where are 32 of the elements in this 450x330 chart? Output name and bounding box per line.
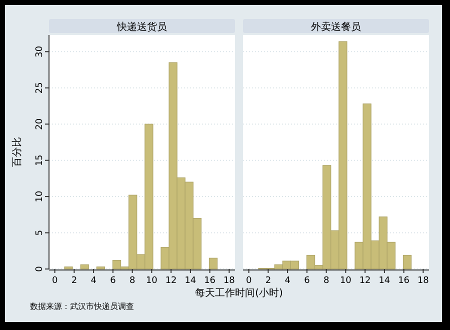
x-tick-label: 16: [204, 276, 216, 286]
chart-title: 快递送货员: [116, 21, 167, 33]
x-axis-title: 每天工作时间(小时): [195, 287, 283, 299]
y-tick-label: 15: [35, 154, 45, 166]
y-tick-label: 20: [35, 118, 45, 130]
x-tick-label: 10: [146, 276, 158, 286]
x-tick-label: 4: [90, 276, 97, 286]
y-tick-label: 5: [35, 230, 45, 236]
x-tick-label: 8: [323, 276, 330, 286]
x-tick-label: 4: [284, 276, 291, 286]
x-tick-label: 10: [340, 276, 352, 286]
x-tick-label: 6: [110, 276, 116, 286]
x-tick-label: 14: [184, 276, 196, 286]
x-tick-label: 14: [378, 276, 390, 286]
y-axis-title: 百分比: [11, 137, 23, 167]
x-tick-label: 6: [304, 276, 310, 286]
y-tick-label: 25: [35, 82, 45, 94]
y-tick-label: 0: [35, 266, 45, 272]
x-tick-label: 12: [165, 276, 177, 286]
y-tick-label: 30: [35, 46, 45, 58]
x-tick-label: 0: [52, 276, 58, 286]
x-tick-label: 18: [417, 276, 430, 286]
x-tick-label: 16: [398, 276, 410, 286]
x-tick-label: 12: [359, 276, 371, 286]
chart-title: 外卖送餐员: [311, 21, 361, 33]
y-tick-label: 10: [35, 190, 45, 202]
x-tick-label: 2: [71, 276, 78, 286]
x-tick-label: 8: [129, 276, 136, 286]
x-tick-label: 2: [265, 276, 272, 286]
x-tick-label: 0: [246, 276, 252, 286]
x-tick-label: 18: [223, 276, 236, 286]
source-note: 数据来源：武汉市快递员调查: [30, 302, 134, 311]
